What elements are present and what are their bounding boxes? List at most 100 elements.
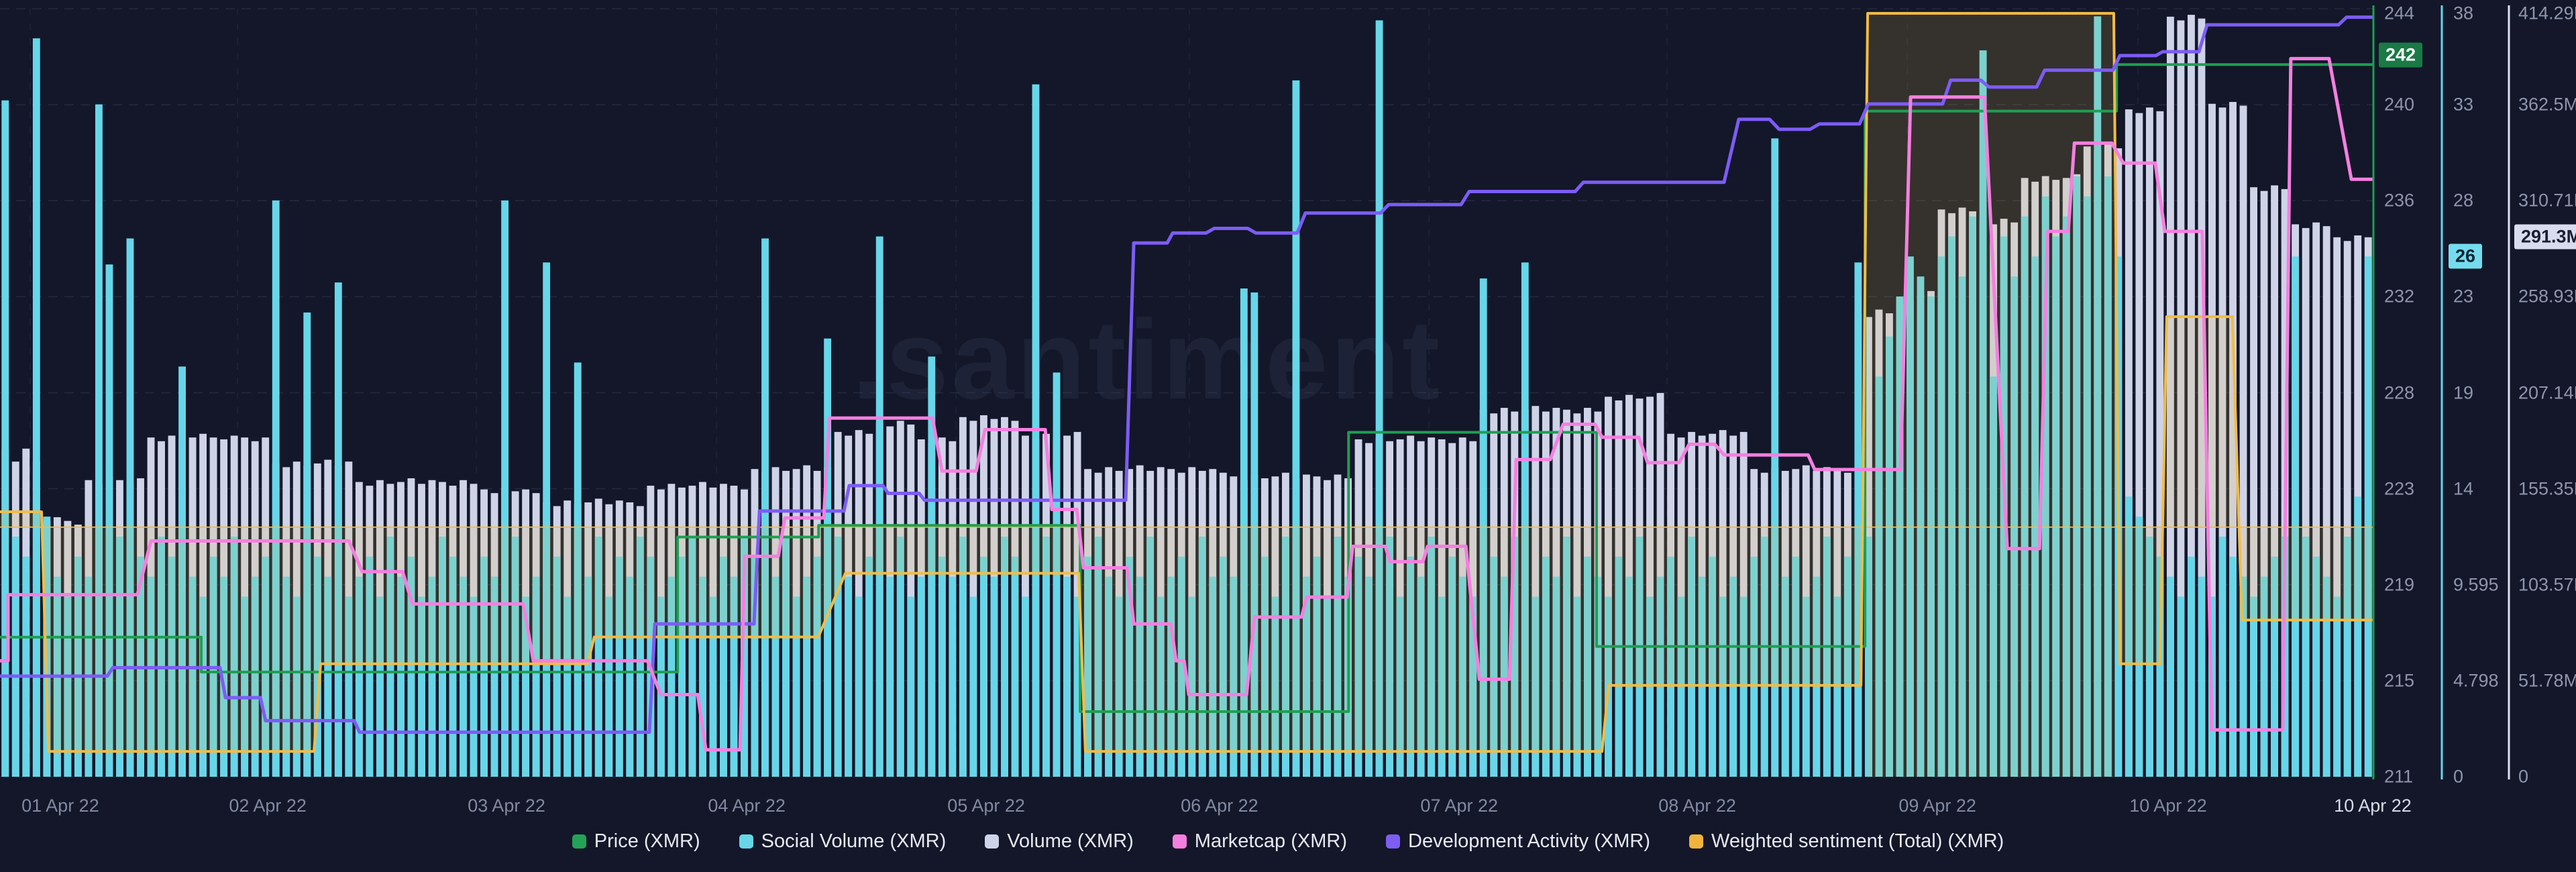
social-volume-bar	[1646, 596, 1654, 777]
social-volume-bar	[1042, 537, 1050, 777]
social-volume-bar	[230, 537, 238, 777]
legend-item-social-volume-xmr[interactable]: Social Volume (XMR)	[739, 830, 947, 853]
social-volume-bar	[95, 104, 103, 777]
social-volume-bar	[667, 576, 676, 777]
social-volume-bar	[1927, 296, 1935, 777]
legend-item-volume-xmr[interactable]: Volume (XMR)	[985, 830, 1134, 853]
social-volume-bar	[2302, 537, 2310, 777]
social-volume-bar	[1219, 556, 1227, 777]
social-volume-bar	[480, 556, 488, 777]
social-volume-bar	[1271, 596, 1279, 777]
legend-item-development-activity-xmr[interactable]: Development Activity (XMR)	[1386, 830, 1650, 853]
social-volume-bar	[2198, 576, 2206, 777]
social-volume-bar	[1126, 556, 1134, 777]
axis-tick-label: 310.71M	[2518, 190, 2576, 211]
social-volume-bar	[439, 537, 446, 777]
social-volume-bar	[1542, 556, 1550, 777]
social-volume-bar	[1365, 576, 1373, 777]
social-volume-bar	[1458, 576, 1466, 777]
legend-item-weighted-sentiment-total-xmr[interactable]: Weighted sentiment (Total) (XMR)	[1689, 830, 2004, 853]
social-volume-bar	[1063, 576, 1071, 777]
social-volume-bar	[626, 576, 634, 777]
social-volume-bar	[1625, 576, 1633, 777]
axis-tick-label: 236	[2384, 190, 2415, 211]
social-volume-bar	[2354, 496, 2362, 777]
axis-tick-label: 155.35M	[2518, 478, 2576, 499]
x-axis-date-label: 01 Apr 22	[21, 796, 99, 816]
axis-tick-label: 215	[2384, 670, 2415, 691]
social-volume-bar	[574, 362, 582, 777]
volume-bar	[2250, 187, 2257, 777]
social-volume-bar	[220, 576, 228, 777]
social-volume-bar	[730, 576, 738, 777]
axis-tick-label: 33	[2453, 94, 2474, 115]
watermark: .santiment	[852, 296, 1443, 423]
social-volume-bar	[543, 262, 551, 777]
legend-label: Marketcap (XMR)	[1194, 830, 1347, 852]
social-volume-bar	[2322, 576, 2330, 777]
legend-item-price-xmr[interactable]: Price (XMR)	[572, 830, 700, 853]
social-volume-bar	[2260, 576, 2268, 777]
social-volume-bar	[699, 576, 706, 777]
social-volume-bar	[688, 537, 696, 777]
axis-tick-label: 223	[2384, 478, 2415, 499]
x-axis-cursor-date-label: 10 Apr 22	[2334, 796, 2412, 816]
legend: Price (XMR) Social Volume (XMR) Volume (XM…	[0, 830, 2576, 853]
social-volume-bar	[771, 576, 780, 777]
volume-bar	[2135, 113, 2143, 777]
social-volume-bar	[782, 537, 790, 777]
social-volume-bar	[1011, 556, 1019, 777]
social-volume-bar	[1375, 20, 1383, 777]
social-volume-bar	[74, 556, 82, 777]
social-volume-bar	[584, 576, 592, 777]
volume-bar	[1573, 413, 1581, 777]
social-volume-bar	[741, 537, 748, 777]
social-volume-bar	[1313, 556, 1321, 777]
axis-tick-label: 207.14M	[2518, 382, 2576, 402]
social-volume-bar	[813, 556, 821, 777]
social-volume-bar	[1667, 556, 1674, 777]
social-volume-bar	[1771, 138, 1779, 777]
social-volume-bar	[761, 238, 769, 777]
social-volume-bar	[1823, 537, 1831, 777]
social-volume-bar	[1448, 556, 1456, 777]
social-volume-bar	[490, 576, 498, 777]
social-volume-bar	[1177, 556, 1185, 777]
social-volume-bar	[1594, 576, 1602, 777]
legend-label: Social Volume (XMR)	[761, 830, 947, 852]
social-volume-bar	[376, 596, 384, 777]
axis-tick-label: 38	[2453, 3, 2474, 23]
social-volume-bar	[355, 576, 363, 777]
social-volume-bar	[1240, 288, 1248, 777]
social-volume-bar	[334, 282, 342, 777]
social-volume-bar	[1469, 596, 1477, 777]
legend-label: Weighted sentiment (Total) (XMR)	[1711, 830, 2004, 852]
social-volume-bar	[2135, 516, 2143, 777]
social-volume-bar	[2177, 596, 2185, 777]
social-volume-bar	[158, 537, 165, 777]
social-volume-bar	[553, 556, 561, 777]
volume-bar	[2322, 226, 2330, 777]
social-volume-bar	[917, 576, 925, 777]
social-volume-bar	[751, 556, 759, 777]
social-volume-bar	[1115, 596, 1123, 777]
social-volume-bar	[1198, 537, 1206, 777]
social-volume-bar	[2312, 556, 2320, 777]
legend-item-marketcap-xmr[interactable]: Marketcap (XMR)	[1172, 830, 1347, 853]
axis-tick-label: 9.595	[2453, 574, 2499, 595]
social-volume-bar	[1739, 596, 1748, 777]
x-axis-date-label: 02 Apr 22	[229, 796, 307, 816]
social-volume-bar	[2271, 556, 2279, 777]
social-volume-bar	[282, 576, 290, 777]
social-volume-bar	[2062, 216, 2070, 777]
social-volume-bar	[886, 576, 894, 777]
volume-bar	[2188, 15, 2195, 777]
social-volume-bar	[1521, 262, 1529, 777]
social-volume-bar	[2156, 556, 2164, 777]
social-volume-bar	[522, 596, 530, 777]
social-volume-bar	[1760, 537, 1768, 777]
social-volume-bar	[969, 596, 977, 777]
social-volume-bar	[2239, 576, 2247, 777]
social-volume-bar	[396, 576, 405, 777]
